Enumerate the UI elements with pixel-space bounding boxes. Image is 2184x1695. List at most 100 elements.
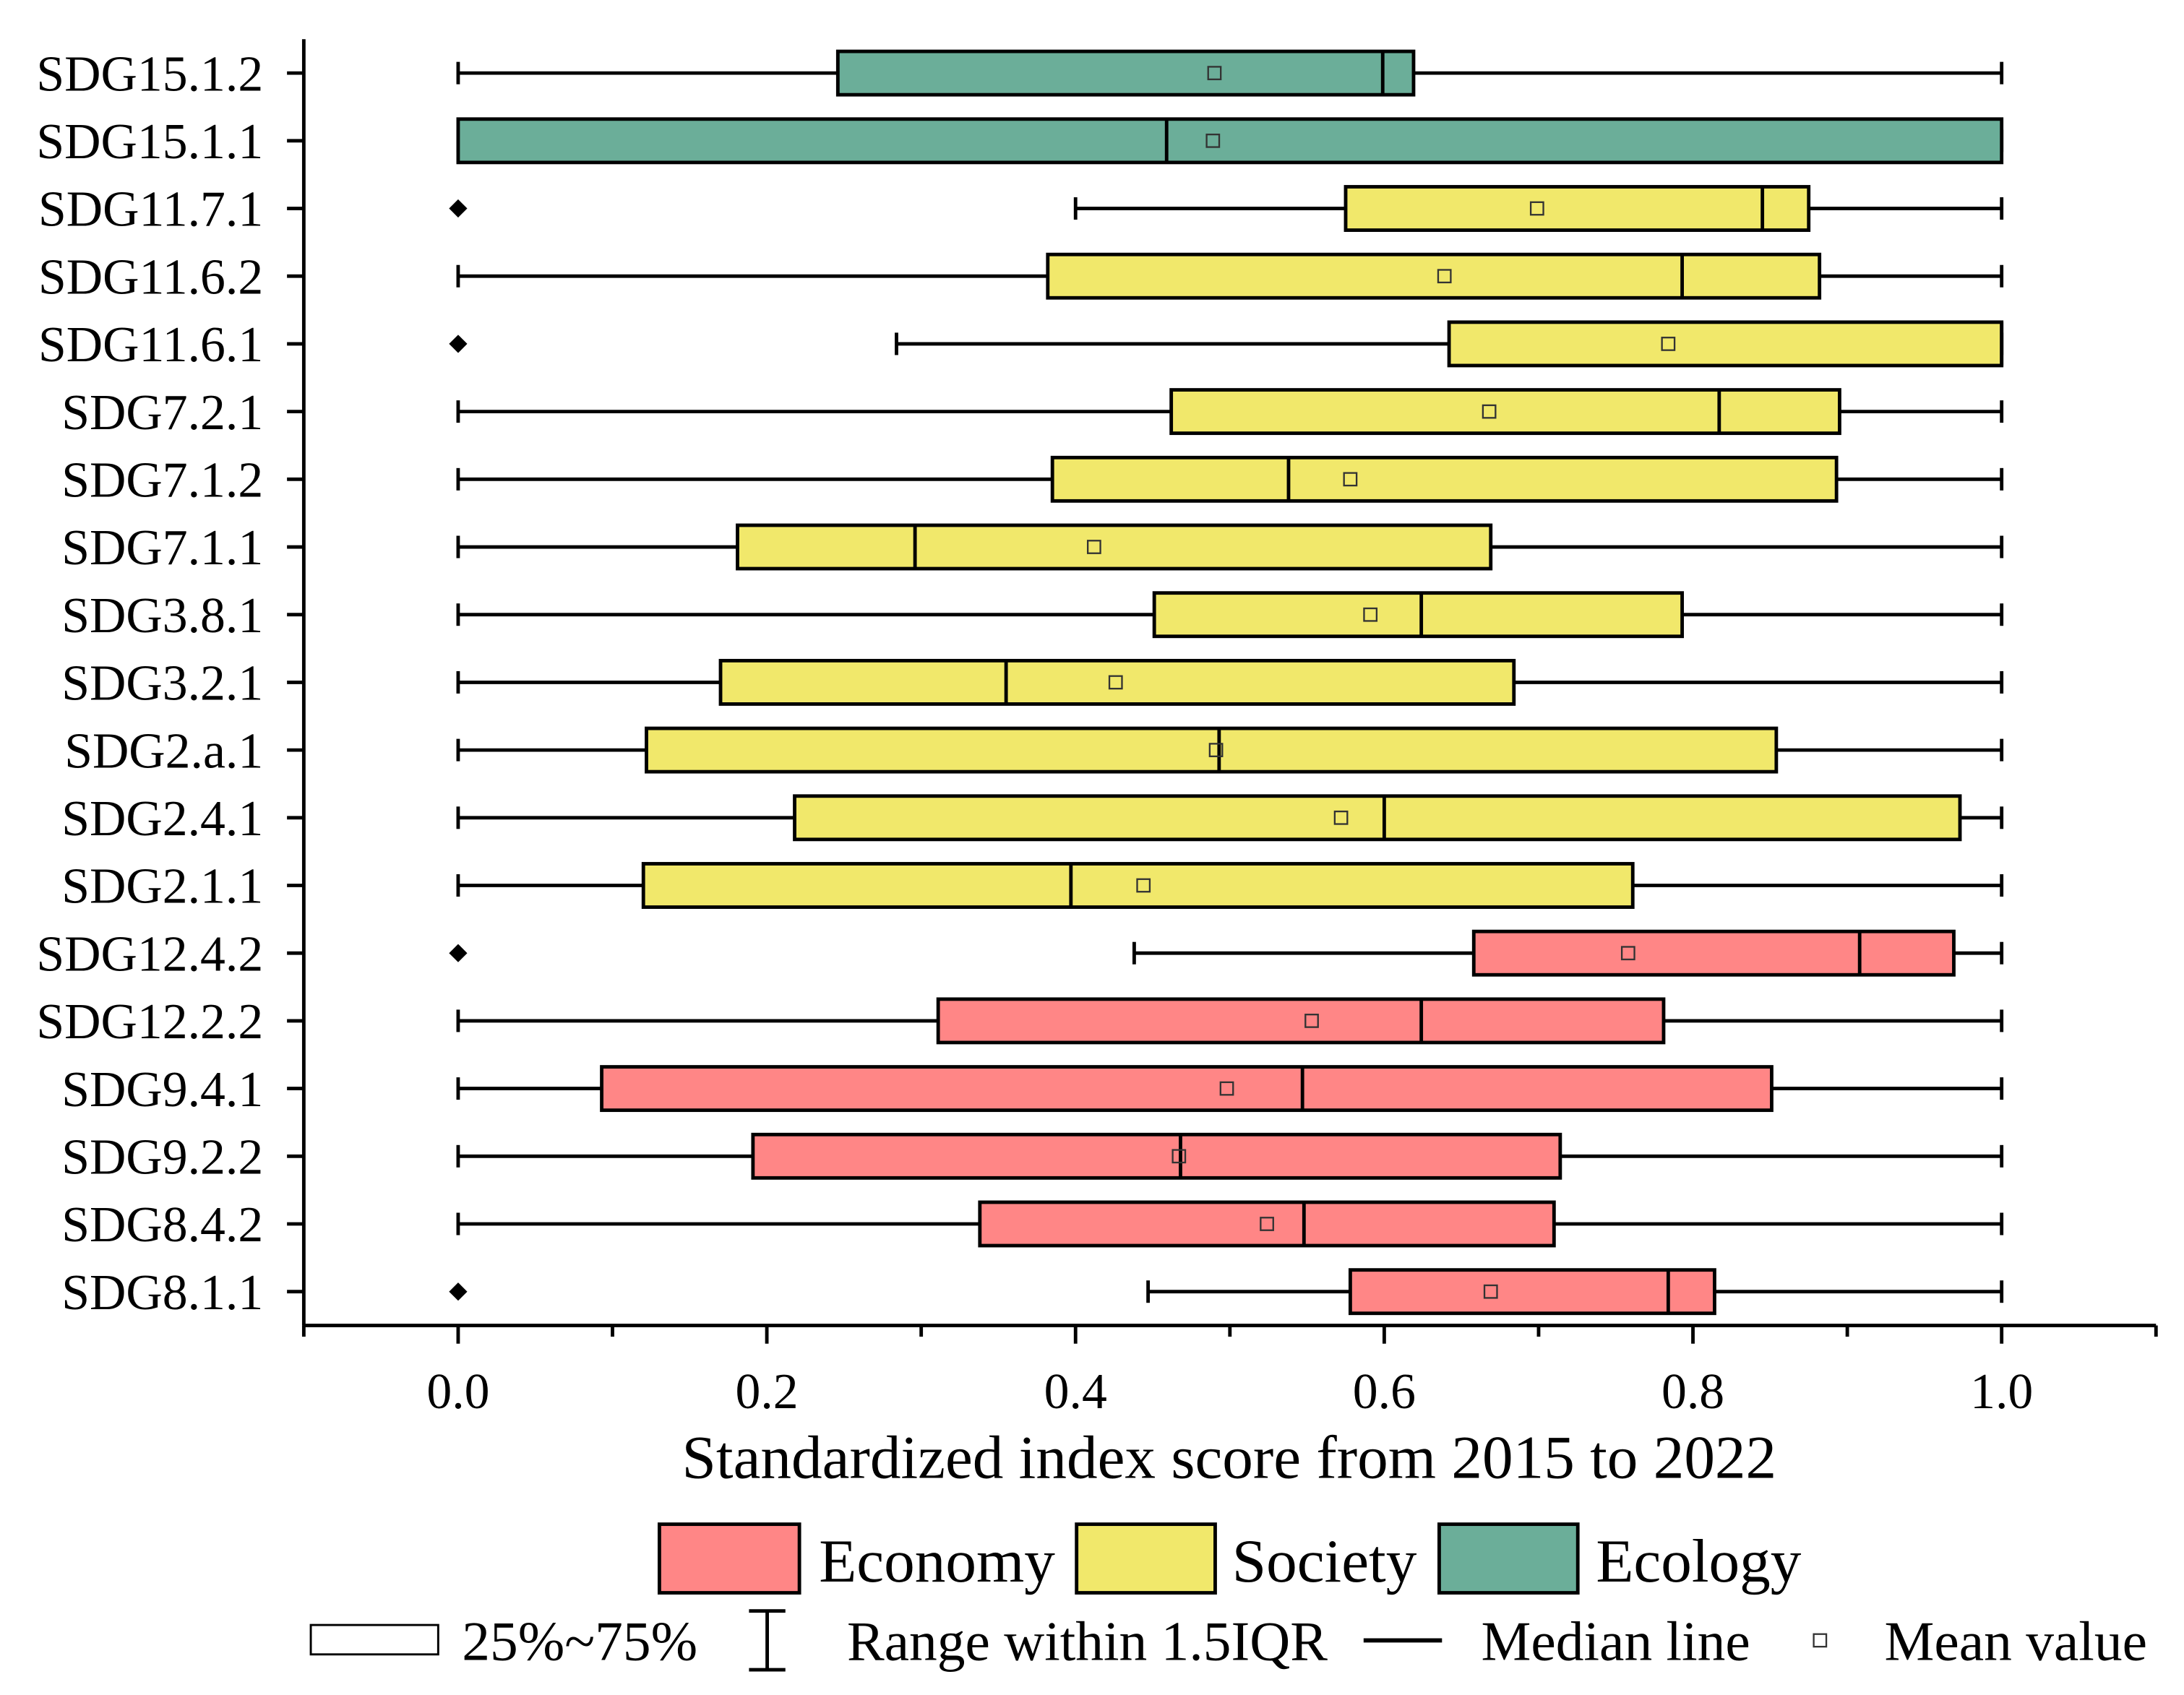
iqr-box-sdg12-4-2 bbox=[1471, 929, 1956, 977]
mean-marker-sdg2-1-1 bbox=[1136, 878, 1151, 893]
mean-marker-sdg3-2-1 bbox=[1108, 675, 1123, 690]
mean-marker-sdg3-8-1 bbox=[1363, 607, 1378, 622]
y-tick-label-sdg11-6-1: SDG11.6.1 bbox=[38, 317, 263, 373]
mean-marker-sdg9-4-1 bbox=[1219, 1081, 1234, 1096]
y-tick-label-sdg7-1-1: SDG7.1.1 bbox=[61, 520, 263, 576]
iqr-box-sdg3-2-1 bbox=[718, 658, 1516, 706]
iqr-box-sdg2-4-1 bbox=[793, 794, 1962, 842]
boxplot-sdg8-1-1 bbox=[449, 1268, 2004, 1316]
boxplot-sdg3-8-1 bbox=[456, 591, 2004, 639]
iqr-box-sdg9-4-1 bbox=[600, 1065, 1774, 1113]
legend-item-economy: Economy bbox=[657, 1522, 1055, 1595]
mean-marker-sdg9-2-2 bbox=[1171, 1149, 1187, 1164]
iqr-box-sdg9-2-2 bbox=[751, 1132, 1562, 1180]
x-tick-label-0: 0.0 bbox=[426, 1364, 489, 1420]
iqr-box-sdg7-1-1 bbox=[736, 523, 1493, 571]
mean-marker-sdg7-1-1 bbox=[1086, 540, 1101, 554]
y-tick-label-sdg8-4-2: SDG8.4.2 bbox=[61, 1197, 263, 1253]
legend-key-median: Median line bbox=[1363, 1610, 1750, 1673]
y-tick-label-sdg9-2-2: SDG9.2.2 bbox=[61, 1130, 263, 1186]
mean-marker-sdg15-1-1 bbox=[1205, 133, 1221, 148]
y-tick-label-sdg2-4-1: SDG2.4.1 bbox=[61, 791, 263, 847]
y-tick-label-sdg8-1-1: SDG8.1.1 bbox=[61, 1265, 263, 1321]
boxplot-sdg8-4-2 bbox=[456, 1200, 2004, 1248]
legend-swatch-society bbox=[1075, 1522, 1217, 1595]
mean-marker-sdg8-1-1 bbox=[1483, 1284, 1498, 1299]
boxes-layer bbox=[449, 49, 2004, 1316]
boxplot-sdg7-1-1 bbox=[456, 523, 2004, 571]
iqr-box-sdg2-a-1 bbox=[645, 726, 1779, 774]
y-tick-label-sdg2-1-1: SDG2.1.1 bbox=[61, 859, 263, 915]
y-tick-label-sdg9-4-1: SDG9.4.1 bbox=[61, 1062, 263, 1118]
legend-key-mean: Mean value bbox=[1813, 1610, 2147, 1673]
boxplot-sdg15-1-1 bbox=[456, 117, 2004, 165]
iqr-box-sdg15-1-2 bbox=[835, 49, 1416, 97]
boxplot-sdg11-6-1 bbox=[449, 320, 2004, 368]
boxplot-sdg11-7-1 bbox=[449, 185, 2004, 232]
boxplot-sdg3-2-1 bbox=[456, 658, 2004, 706]
y-tick-label-sdg11-6-2: SDG11.6.2 bbox=[38, 249, 263, 305]
x-tick-label-3: 0.6 bbox=[1353, 1364, 1416, 1420]
x-tick-label-4: 0.8 bbox=[1661, 1364, 1724, 1420]
boxplot-sdg2-1-1 bbox=[456, 862, 2004, 909]
legend-whisker-label: Range within 1.5IQR bbox=[847, 1610, 1328, 1673]
legend-swatch-economy bbox=[657, 1522, 801, 1595]
legend-item-ecology: Ecology bbox=[1437, 1522, 1802, 1595]
y-tick-label-sdg7-1-2: SDG7.1.2 bbox=[61, 453, 263, 509]
mean-marker-sdg11-6-2 bbox=[1437, 269, 1452, 284]
boxplot-sdg7-2-1 bbox=[456, 388, 2004, 436]
mean-marker-sdg2-a-1 bbox=[1208, 743, 1224, 757]
mean-marker-sdg11-6-1 bbox=[1661, 337, 1676, 351]
boxplot-sdg7-1-2 bbox=[456, 455, 2004, 503]
legend-swatch-ecology bbox=[1437, 1522, 1580, 1595]
boxplot-sdg9-4-1 bbox=[456, 1065, 2004, 1113]
legend-median-label: Median line bbox=[1482, 1610, 1750, 1673]
iqr-box-sdg11-6-1 bbox=[1447, 320, 2004, 368]
mean-marker-sdg12-4-2 bbox=[1620, 946, 1635, 961]
y-tick-label-sdg7-2-1: SDG7.2.1 bbox=[61, 385, 263, 441]
x-tick-label-1: 0.2 bbox=[736, 1364, 799, 1420]
outlier-marker-sdg11-7-1-0 bbox=[449, 199, 468, 218]
iqr-box-sdg11-7-1 bbox=[1343, 185, 1811, 232]
x-tick-label-2: 0.4 bbox=[1044, 1364, 1107, 1420]
outlier-marker-sdg8-1-1-0 bbox=[449, 1282, 468, 1301]
mean-marker-sdg7-1-2 bbox=[1343, 472, 1358, 487]
legend-key-whisker: Range within 1.5IQR bbox=[749, 1609, 1328, 1673]
boxplot-sdg12-4-2 bbox=[449, 929, 2004, 977]
whisker-range-icon bbox=[749, 1609, 786, 1672]
iqr-box-sdg2-1-1 bbox=[641, 862, 1635, 909]
iqr-box-sdg8-4-2 bbox=[978, 1200, 1556, 1248]
legend-label-ecology: Ecology bbox=[1596, 1527, 1801, 1595]
mean-marker-sdg11-7-1 bbox=[1529, 201, 1544, 216]
mean-marker-sdg7-2-1 bbox=[1482, 404, 1497, 419]
boxplot-sdg2-a-1 bbox=[456, 726, 2004, 774]
legend-item-society: Society bbox=[1075, 1522, 1417, 1595]
outlier-marker-sdg11-6-1-0 bbox=[449, 335, 468, 353]
axes-layer: SDG15.1.2 SDG15.1.1 SDG11.7.1 SDG11.6.2 SDG1… bbox=[36, 39, 2158, 1420]
y-tick-label-sdg15-1-1: SDG15.1.1 bbox=[36, 114, 263, 170]
iqr-box-sdg7-2-1 bbox=[1169, 388, 1841, 436]
y-tick-label-sdg3-2-1: SDG3.2.1 bbox=[61, 656, 263, 712]
legend-key-box: 25%~75% bbox=[309, 1610, 697, 1673]
y-tick-label-sdg2-a-1: SDG2.a.1 bbox=[64, 723, 263, 779]
iqr-box-sdg7-1-2 bbox=[1050, 455, 1839, 503]
y-tick-label-sdg15-1-2: SDG15.1.2 bbox=[36, 46, 263, 102]
iqr-box-sdg3-8-1 bbox=[1152, 591, 1685, 639]
mean-marker-sdg8-4-2 bbox=[1260, 1217, 1274, 1231]
y-tick-label-sdg11-7-1: SDG11.7.1 bbox=[38, 182, 263, 238]
mean-marker-sdg12-2-2 bbox=[1304, 1014, 1319, 1028]
y-tick-label-sdg12-2-2: SDG12.2.2 bbox=[36, 994, 263, 1050]
legend: Economy Society Ecology 25%~75% Range wi… bbox=[309, 1522, 2147, 1673]
boxplot-sdg9-2-2 bbox=[456, 1132, 2004, 1180]
boxplot-sdg11-6-2 bbox=[456, 252, 2004, 300]
boxplot-sdg12-2-2 bbox=[456, 997, 2004, 1045]
y-tick-label-sdg3-8-1: SDG3.8.1 bbox=[61, 588, 263, 644]
legend-label-economy: Economy bbox=[819, 1527, 1055, 1595]
x-tick-label-5: 1.0 bbox=[1970, 1364, 2033, 1420]
mean-square-icon bbox=[1813, 1633, 1828, 1648]
legend-mean-label: Mean value bbox=[1884, 1610, 2147, 1673]
boxplot-sdg2-4-1 bbox=[456, 794, 2004, 842]
mean-marker-sdg2-4-1 bbox=[1333, 810, 1349, 825]
boxplot-sdg15-1-2 bbox=[456, 49, 2004, 97]
